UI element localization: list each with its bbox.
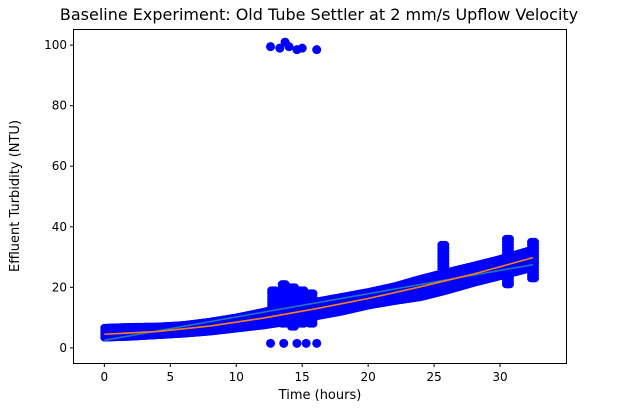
x-tick-label: 25 bbox=[426, 370, 441, 384]
data-point bbox=[312, 338, 322, 348]
data-point bbox=[309, 289, 318, 298]
plot-area bbox=[100, 37, 540, 348]
x-tick-label: 5 bbox=[166, 370, 174, 384]
data-point bbox=[271, 286, 280, 295]
data-point bbox=[301, 338, 311, 348]
y-tick-label: 40 bbox=[52, 220, 67, 234]
data-point bbox=[279, 338, 289, 348]
plot-frame bbox=[73, 29, 567, 364]
x-tick-label: 15 bbox=[295, 370, 310, 384]
x-axis-label: Time (hours) bbox=[278, 388, 362, 403]
y-tick-label: 20 bbox=[52, 280, 67, 294]
data-point bbox=[441, 240, 450, 249]
data-point bbox=[312, 45, 322, 55]
data-point bbox=[297, 43, 307, 53]
y-tick-label: 0 bbox=[59, 341, 67, 355]
y-axis-label: Effluent Turbidity (NTU) bbox=[8, 120, 23, 272]
y-axis: 0 20 40 60 80 100 bbox=[44, 38, 74, 355]
chart-title: Baseline Experiment: Old Tube Settler at… bbox=[60, 5, 578, 24]
data-point bbox=[531, 237, 540, 246]
data-point bbox=[505, 234, 514, 243]
data-point bbox=[284, 42, 294, 52]
y-tick-label: 60 bbox=[52, 159, 67, 173]
data-point bbox=[292, 338, 302, 348]
x-tick-label: 0 bbox=[101, 370, 109, 384]
scatter-points bbox=[100, 37, 540, 348]
x-axis: 0 5 10 15 20 25 30 bbox=[101, 363, 508, 384]
data-point bbox=[266, 338, 276, 348]
data-point bbox=[266, 42, 276, 52]
y-tick-label: 80 bbox=[52, 99, 67, 113]
x-tick-label: 30 bbox=[492, 370, 507, 384]
x-tick-label: 20 bbox=[361, 370, 376, 384]
exponential-fit-line bbox=[104, 256, 534, 336]
y-tick-label: 100 bbox=[44, 38, 67, 52]
data-point bbox=[275, 43, 285, 53]
x-tick-label: 10 bbox=[229, 370, 244, 384]
